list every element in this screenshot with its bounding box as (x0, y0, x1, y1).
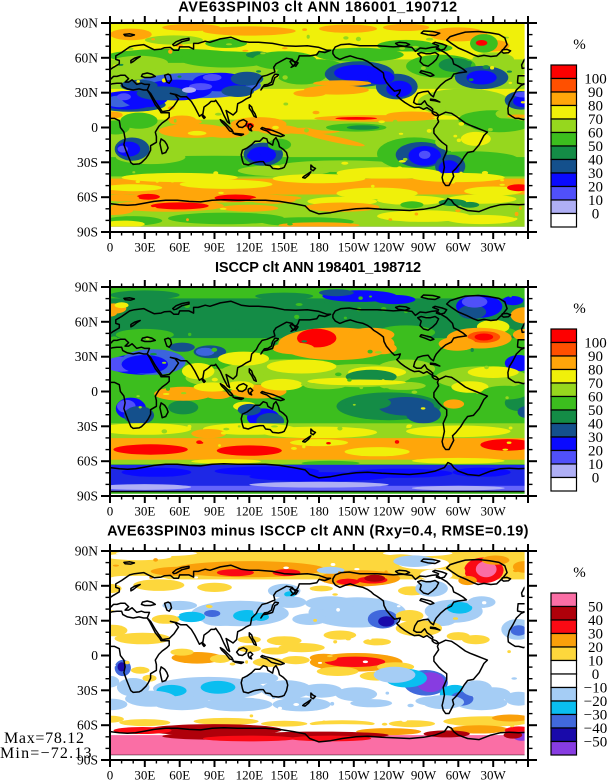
svg-text:60N: 60N (75, 50, 99, 65)
svg-text:180: 180 (309, 768, 329, 782)
svg-text:Max=78.12: Max=78.12 (4, 730, 85, 747)
svg-text:60N: 60N (75, 578, 99, 593)
svg-text:0: 0 (107, 768, 114, 782)
svg-text:60E: 60E (169, 240, 190, 255)
svg-text:%: % (573, 565, 586, 581)
svg-text:120E: 120E (236, 768, 264, 782)
svg-text:90W: 90W (411, 768, 437, 782)
svg-text:90: 90 (588, 349, 603, 365)
svg-text:ISCCP clt ANN 198401_198712: ISCCP clt ANN 198401_198712 (215, 260, 421, 276)
svg-text:90W: 90W (411, 504, 437, 519)
svg-text:30E: 30E (134, 768, 155, 782)
svg-text:90N: 90N (75, 280, 99, 295)
svg-text:30W: 30W (481, 768, 507, 782)
svg-text:−10: −10 (584, 681, 607, 697)
svg-text:30E: 30E (134, 240, 155, 255)
svg-text:30S: 30S (77, 155, 98, 170)
svg-text:%: % (573, 301, 586, 317)
svg-text:30N: 30N (75, 613, 99, 628)
svg-text:180: 180 (309, 240, 329, 255)
svg-text:60S: 60S (77, 190, 98, 205)
svg-text:150W: 150W (338, 504, 371, 519)
svg-text:120W: 120W (373, 504, 406, 519)
svg-text:70: 70 (588, 376, 603, 392)
svg-text:60W: 60W (446, 240, 472, 255)
svg-text:30: 30 (588, 166, 603, 182)
svg-text:AVE63SPIN03 clt ANN 186001_190: AVE63SPIN03 clt ANN 186001_190712 (178, 0, 457, 16)
svg-text:20: 20 (588, 444, 603, 460)
svg-text:40: 40 (588, 417, 603, 433)
svg-text:60E: 60E (169, 504, 190, 519)
svg-text:20: 20 (588, 180, 603, 196)
svg-text:0: 0 (592, 471, 600, 487)
svg-text:60: 60 (588, 126, 603, 142)
svg-text:50: 50 (588, 139, 603, 155)
svg-text:0: 0 (592, 207, 600, 223)
svg-text:90S: 90S (77, 753, 98, 768)
svg-text:50: 50 (588, 403, 603, 419)
svg-text:0: 0 (592, 667, 600, 683)
svg-text:120E: 120E (236, 240, 264, 255)
svg-text:90W: 90W (411, 240, 437, 255)
svg-text:30N: 30N (75, 85, 99, 100)
svg-text:120W: 120W (373, 240, 406, 255)
svg-text:100: 100 (584, 336, 607, 352)
svg-text:150E: 150E (270, 240, 298, 255)
svg-text:60E: 60E (169, 768, 190, 782)
svg-text:120W: 120W (373, 768, 406, 782)
svg-text:Min=−72.13: Min=−72.13 (0, 745, 93, 762)
svg-text:150E: 150E (270, 768, 298, 782)
svg-text:60W: 60W (446, 768, 472, 782)
svg-text:30N: 30N (75, 349, 99, 364)
svg-text:−20: −20 (584, 694, 607, 710)
svg-text:50: 50 (588, 600, 603, 616)
svg-text:0: 0 (91, 120, 98, 135)
svg-text:%: % (573, 37, 586, 53)
svg-text:30E: 30E (134, 504, 155, 519)
svg-text:60N: 60N (75, 314, 99, 329)
svg-text:30W: 30W (481, 504, 507, 519)
svg-text:AVE63SPIN03 minus ISCCP clt AN: AVE63SPIN03 minus ISCCP clt ANN (Rxy=0.4… (107, 524, 529, 540)
svg-text:80: 80 (588, 363, 603, 379)
svg-text:10: 10 (588, 457, 603, 473)
svg-text:30S: 30S (77, 419, 98, 434)
svg-text:150E: 150E (270, 504, 298, 519)
svg-text:90E: 90E (204, 768, 225, 782)
svg-text:−50: −50 (584, 735, 607, 751)
svg-text:30: 30 (588, 627, 603, 643)
svg-text:40: 40 (588, 153, 603, 169)
svg-text:60S: 60S (77, 718, 98, 733)
svg-text:40: 40 (588, 613, 603, 629)
svg-text:0: 0 (107, 240, 114, 255)
svg-text:30W: 30W (481, 240, 507, 255)
svg-text:0: 0 (107, 504, 114, 519)
svg-text:−30: −30 (584, 708, 607, 724)
svg-text:90S: 90S (77, 489, 98, 504)
svg-text:70: 70 (588, 112, 603, 128)
svg-text:90: 90 (588, 85, 603, 101)
svg-text:100: 100 (584, 72, 607, 88)
svg-text:60W: 60W (446, 504, 472, 519)
svg-text:90S: 90S (77, 225, 98, 240)
svg-text:90E: 90E (204, 240, 225, 255)
svg-text:60: 60 (588, 390, 603, 406)
svg-text:90N: 90N (75, 16, 99, 31)
svg-text:0: 0 (91, 384, 98, 399)
svg-text:180: 180 (309, 504, 329, 519)
svg-text:10: 10 (588, 193, 603, 209)
svg-text:150W: 150W (338, 768, 371, 782)
svg-text:80: 80 (588, 99, 603, 115)
svg-text:30: 30 (588, 430, 603, 446)
svg-text:90N: 90N (75, 544, 99, 559)
svg-text:150W: 150W (338, 240, 371, 255)
svg-text:90E: 90E (204, 504, 225, 519)
svg-text:60S: 60S (77, 454, 98, 469)
svg-text:0: 0 (91, 648, 98, 663)
svg-text:20: 20 (588, 640, 603, 656)
svg-text:10: 10 (588, 654, 603, 670)
svg-text:−40: −40 (584, 721, 607, 737)
svg-text:30S: 30S (77, 683, 98, 698)
svg-text:120E: 120E (236, 504, 264, 519)
